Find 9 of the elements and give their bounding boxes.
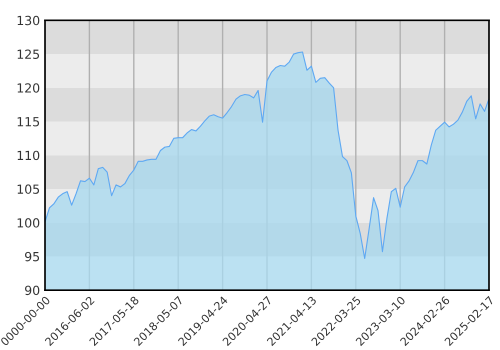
y-tick-label: 115 bbox=[18, 117, 40, 126]
y-tick-label: 105 bbox=[18, 184, 40, 194]
y-tick-label: 90 bbox=[25, 286, 40, 296]
y-tick-label: 125 bbox=[18, 50, 40, 59]
y-tick-label: 110 bbox=[18, 150, 40, 160]
y-tick-label: 130 bbox=[18, 16, 40, 26]
y-tick-label: 95 bbox=[25, 252, 40, 262]
y-tick-label: 100 bbox=[18, 218, 40, 228]
y-tick-label: 120 bbox=[18, 83, 40, 93]
